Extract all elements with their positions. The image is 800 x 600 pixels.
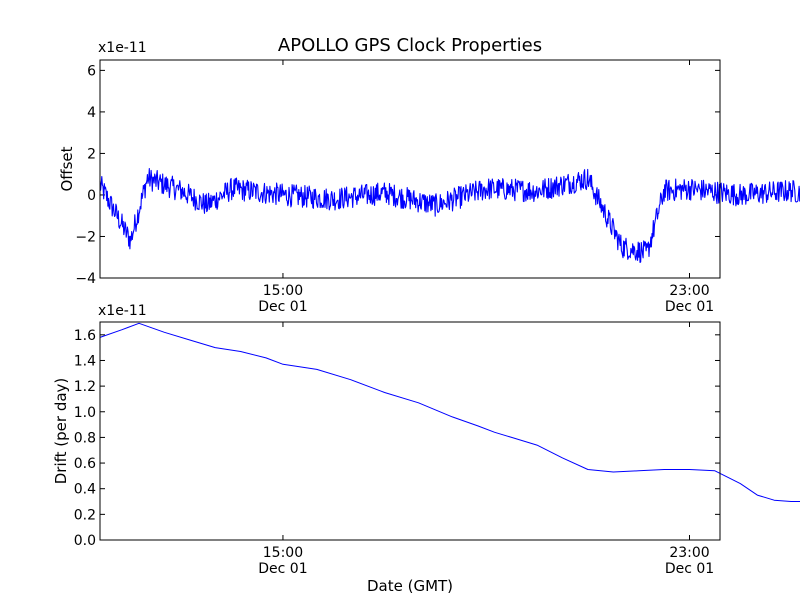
offset-ytick-label: −2: [75, 229, 96, 245]
figure-title: APOLLO GPS Clock Properties: [278, 35, 542, 56]
drift-xtick-time: 23:00: [669, 545, 709, 561]
offset-series-group: [99, 168, 800, 263]
offset-ytick-label: 2: [87, 146, 96, 162]
offset-ytick-label: −4: [75, 271, 96, 287]
offset-xtick-date: Dec 01: [665, 299, 714, 315]
offset-xtick-time: 23:00: [669, 283, 709, 299]
x-axis-label: Date (GMT): [367, 577, 453, 595]
drift-ytick-label: 0.6: [74, 456, 96, 472]
offset-series-line: [99, 168, 800, 263]
drift-ytick-label: 0.0: [74, 533, 96, 549]
drift-ytick-label: 1.0: [74, 405, 96, 421]
drift-series-line: [99, 322, 800, 502]
offset-xtick-date: Dec 01: [258, 299, 307, 315]
offset-ytick-label: 0: [87, 188, 96, 204]
drift-xtick-date: Dec 01: [258, 561, 307, 577]
offset-xtick-time: 15:00: [263, 283, 303, 299]
drift-ytick-label: 1.6: [74, 328, 96, 344]
offset-ylabel: Offset: [58, 146, 76, 191]
offset-exponent-label: x1e-11: [98, 40, 147, 56]
drift-ytick-label: 1.4: [74, 353, 96, 369]
offset-axes-frame: [99, 59, 721, 279]
drift-ylabel: Drift (per day): [52, 378, 70, 485]
drift-axes-frame: [99, 321, 721, 541]
drift-xtick-date: Dec 01: [665, 561, 714, 577]
drift-ytick-label: 0.2: [74, 507, 96, 523]
drift-plot: x1e-11 Drift (per day) 0.0 0.2 0.4 0.6 0.8 1.…: [52, 303, 800, 577]
drift-ytick-label: 1.2: [74, 379, 96, 395]
drift-series-group: [99, 322, 800, 502]
drift-xtick-time: 15:00: [263, 545, 303, 561]
offset-ytick-label: 6: [87, 63, 96, 79]
drift-ytick-label: 0.4: [74, 482, 96, 498]
drift-ytick-label: 0.8: [74, 430, 96, 446]
drift-exponent-label: x1e-11: [98, 303, 147, 319]
offset-ytick-label: 4: [87, 105, 96, 121]
